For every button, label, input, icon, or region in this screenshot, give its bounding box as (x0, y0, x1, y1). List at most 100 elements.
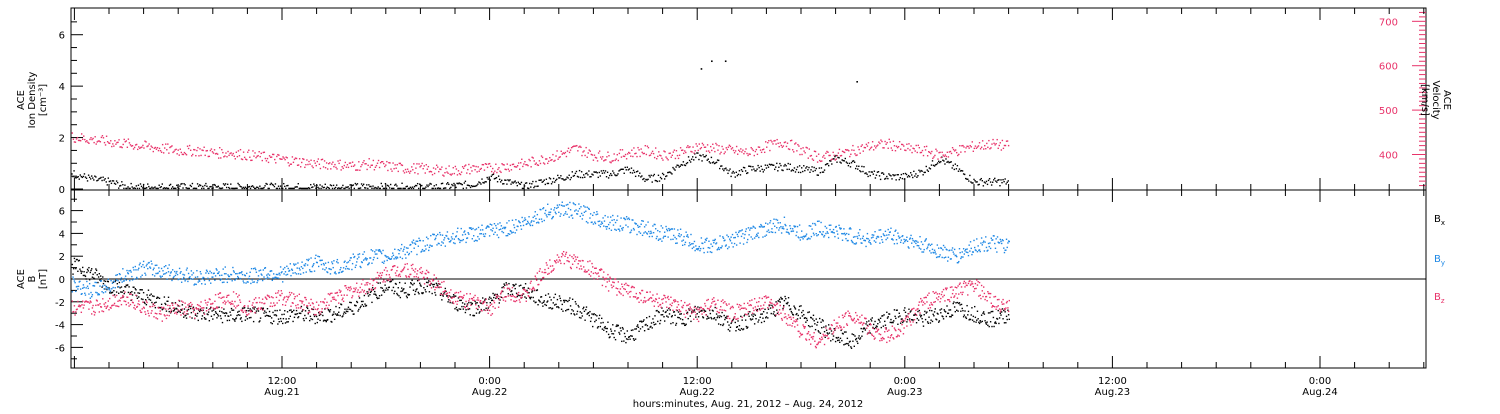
data-point (217, 314, 218, 315)
data-point (517, 296, 518, 297)
data-point (362, 304, 363, 305)
data-point (663, 174, 664, 175)
data-point (416, 185, 417, 186)
data-point (632, 172, 633, 173)
data-point (584, 311, 585, 312)
data-point (309, 269, 310, 270)
data-point (72, 300, 73, 301)
data-point (1008, 180, 1009, 181)
data-point (259, 302, 260, 303)
data-point (941, 257, 942, 258)
data-point (559, 295, 560, 296)
data-point (841, 233, 842, 234)
data-point (453, 183, 454, 184)
data-point (631, 150, 632, 151)
data-point (121, 277, 122, 278)
data-point (860, 337, 861, 338)
data-point (403, 249, 404, 250)
data-point (77, 271, 78, 272)
data-point (208, 273, 209, 274)
data-point (181, 152, 182, 153)
data-point (252, 279, 253, 280)
data-point (117, 182, 118, 183)
data-point (589, 311, 590, 312)
data-point (263, 187, 264, 188)
data-point (992, 182, 993, 183)
data-point (196, 308, 197, 309)
data-point (343, 168, 344, 169)
data-point (586, 157, 587, 158)
data-point (942, 249, 943, 250)
data-point (630, 335, 631, 336)
data-point (592, 154, 593, 155)
data-point (744, 167, 745, 168)
data-point (486, 302, 487, 303)
data-point (480, 183, 481, 184)
data-point (488, 178, 489, 179)
data-point (691, 311, 692, 312)
data-point (178, 149, 179, 150)
data-point (291, 292, 292, 293)
data-point (955, 149, 956, 150)
data-point (784, 296, 785, 297)
data-point (880, 139, 881, 140)
data-point (281, 314, 282, 315)
data-point (285, 322, 286, 323)
data-point (695, 316, 696, 317)
data-point (427, 186, 428, 187)
data-point (722, 325, 723, 326)
data-point (121, 281, 122, 282)
data-point (100, 275, 101, 276)
data-point (955, 255, 956, 256)
data-point (507, 235, 508, 236)
data-point (987, 250, 988, 251)
data-point (292, 321, 293, 322)
data-point (175, 275, 176, 276)
data-point (527, 165, 528, 166)
data-point (643, 220, 644, 221)
data-point (263, 309, 264, 310)
data-point (618, 325, 619, 326)
data-point (412, 186, 413, 187)
data-point (227, 184, 228, 185)
data-point (436, 244, 437, 245)
data-point (907, 319, 908, 320)
data-point (83, 287, 84, 288)
data-point (881, 239, 882, 240)
data-point (392, 279, 393, 280)
data-point (584, 320, 585, 321)
data-point (979, 142, 980, 143)
data-point (238, 311, 239, 312)
data-point (253, 306, 254, 307)
data-point (986, 143, 987, 144)
data-point (566, 309, 567, 310)
data-point (246, 273, 247, 274)
data-point (137, 298, 138, 299)
data-point (896, 239, 897, 240)
data-point (365, 257, 366, 258)
data-point (582, 315, 583, 316)
data-point (155, 307, 156, 308)
data-point (303, 318, 304, 319)
data-point (99, 285, 100, 286)
data-point (224, 155, 225, 156)
data-point (315, 323, 316, 324)
data-point (91, 313, 92, 314)
data-point (316, 165, 317, 166)
data-point (120, 291, 121, 292)
data-point (650, 154, 651, 155)
data-point (589, 315, 590, 316)
data-point (301, 311, 302, 312)
data-point (866, 238, 867, 239)
data-point (519, 285, 520, 286)
data-point (826, 227, 827, 228)
data-point (206, 270, 207, 271)
data-point (544, 163, 545, 164)
data-point (95, 268, 96, 269)
data-point (431, 245, 432, 246)
data-point (481, 168, 482, 169)
data-point (905, 150, 906, 151)
data-point (514, 227, 515, 228)
data-point (216, 313, 217, 314)
data-point (728, 246, 729, 247)
